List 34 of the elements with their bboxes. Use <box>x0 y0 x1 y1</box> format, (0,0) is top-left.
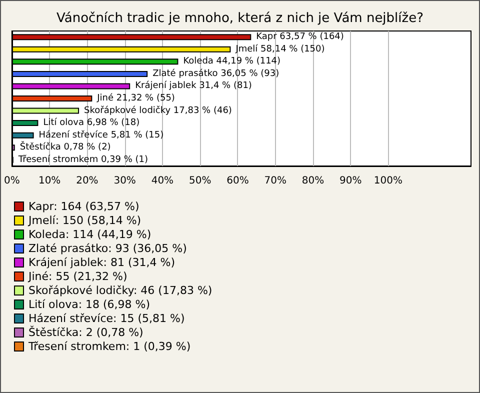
x-tick-label: 40% <box>151 176 174 186</box>
legend-label: Jmelí: 150 (58,14 %) <box>28 214 142 227</box>
legend-label: Lití olova: 18 (6,98 %) <box>28 298 150 311</box>
data-label: Skořápkové lodičky 17,83 % (46) <box>84 104 232 116</box>
chart-title: Vánočních tradic je mnoho, která z nich je Vám nejblíže? <box>56 11 424 26</box>
x-tick-label: 30% <box>114 176 136 186</box>
data-label: Koleda 44,19 % (114) <box>183 56 281 67</box>
legend-label: Jiné: 55 (21,32 %) <box>28 270 128 283</box>
legend-label: Koleda: 114 (44,19 %) <box>28 228 152 241</box>
data-label: Jmelí 58,14 % (150) <box>234 43 325 54</box>
x-tick-label: 20% <box>76 176 98 186</box>
legend-label: Zlaté prasátko: 93 (36,05 %) <box>28 242 187 255</box>
data-label: Zlaté prasátko 36,05 % (93) <box>152 68 280 79</box>
x-tick-label: 70% <box>264 176 286 186</box>
data-label: Kapr 63,57 % (164) <box>256 32 344 42</box>
x-tick-label: 60% <box>226 176 249 186</box>
x-tick-label: 10% <box>38 176 61 186</box>
legend-label: Třesení stromkem: 1 (0,39 %) <box>28 340 191 353</box>
legend-label: Kapr: 164 (63,57 %) <box>28 200 140 213</box>
x-tick-label: 100% <box>374 176 403 186</box>
data-label: Štěstíčka 0,78 % (2) <box>20 140 111 153</box>
data-label: Krájení jablek 31,4 % (81) <box>135 80 252 92</box>
data-label: Házení střevíce 5,81 % (15) <box>38 129 164 140</box>
x-tick-label: 0% <box>4 176 20 186</box>
legend-label: Štěstíčka: 2 (0,78 %) <box>28 325 144 339</box>
x-tick-label: 90% <box>339 176 362 186</box>
x-tick-label: 80% <box>302 176 324 186</box>
data-label: Lití olova 6,98 % (18) <box>43 117 140 128</box>
x-tick-label: 50% <box>188 176 212 186</box>
legend-label: Krájení jablek: 81 (31,4 %) <box>28 256 176 269</box>
data-label: Třesení stromkem 0,39 % (1) <box>17 154 148 165</box>
legend-label: Házení střevíce: 15 (5,81 %) <box>28 312 185 325</box>
data-label: Jiné 21,32 % (55) <box>96 92 175 104</box>
legend-label: Skořápkové lodičky: 46 (17,83 %) <box>28 284 212 297</box>
